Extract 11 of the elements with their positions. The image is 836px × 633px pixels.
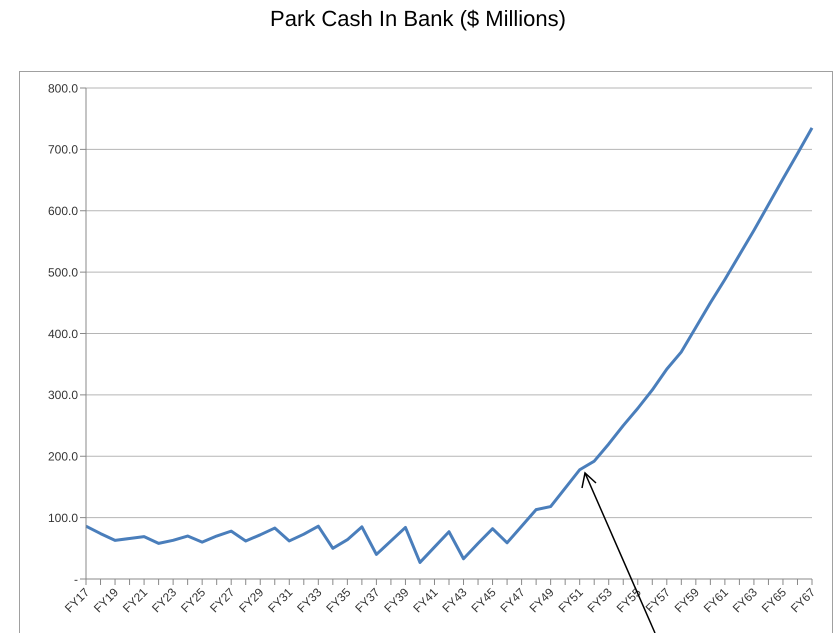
y-tick-label: 700.0 bbox=[48, 142, 78, 157]
y-tick-label: 300.0 bbox=[48, 388, 78, 402]
y-tick-label: - bbox=[74, 572, 78, 586]
y-tick-label: 200.0 bbox=[48, 450, 78, 464]
line-series bbox=[84, 126, 814, 564]
y-tick-label: 500.0 bbox=[48, 265, 78, 280]
y-tick-label: 400.0 bbox=[48, 326, 78, 341]
y-tick-label: 800.0 bbox=[48, 81, 78, 96]
y-tick-label: 600.0 bbox=[48, 204, 78, 218]
y-tick-label: 100.0 bbox=[48, 510, 78, 525]
chart-title: Park Cash In Bank ($ Millions) bbox=[269, 6, 567, 32]
